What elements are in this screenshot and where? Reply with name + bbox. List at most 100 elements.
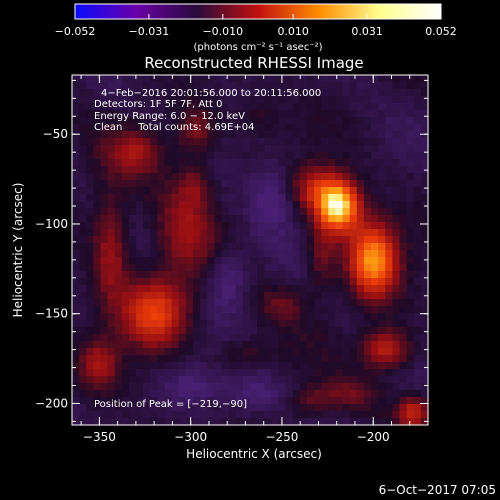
- heatmap-cell: [72, 299, 80, 307]
- heatmap-cell: [221, 285, 230, 293]
- heatmap-cell: [271, 229, 280, 237]
- heatmap-cell: [150, 103, 159, 111]
- heatmap-cell: [363, 397, 372, 405]
- heatmap-cell: [143, 348, 151, 356]
- heatmap-cell: [328, 348, 337, 356]
- heatmap-cell: [371, 383, 379, 391]
- heatmap-cell: [157, 187, 166, 195]
- heatmap-cell: [107, 201, 116, 209]
- heatmap-cell: [371, 215, 379, 223]
- heatmap-cell: [342, 180, 351, 188]
- heatmap-cell: [157, 341, 166, 349]
- heatmap-cell: [264, 264, 272, 272]
- colorbar-unit-label: (photons cm⁻² s⁻¹ asec⁻²): [193, 42, 322, 53]
- heatmap-cell: [399, 369, 408, 377]
- colorbar-ticks: −0.052 −0.031 −0.010 0.010 0.031 0.052: [55, 14, 457, 38]
- heatmap-cell: [406, 271, 415, 279]
- heatmap-cell: [143, 320, 151, 328]
- heatmap-cell: [221, 257, 230, 265]
- heatmap-cell: [264, 152, 272, 160]
- heatmap-cell: [264, 292, 272, 300]
- heatmap-cell: [285, 208, 294, 216]
- heatmap-cell: [214, 313, 223, 321]
- heatmap-cell: [378, 243, 386, 251]
- heatmap-cell: [185, 376, 194, 384]
- heatmap-cell: [121, 208, 130, 216]
- heatmap-cell: [292, 117, 301, 125]
- heatmap-cell: [264, 75, 272, 83]
- heatmap-cell: [257, 124, 265, 132]
- heatmap-cell: [299, 285, 308, 293]
- heatmap-cell: [363, 376, 372, 384]
- heatmap-cell: [399, 131, 408, 139]
- heatmap-cell: [128, 362, 137, 370]
- heatmap-cell: [193, 299, 201, 307]
- heatmap-cell: [306, 117, 315, 125]
- heatmap-cell: [385, 89, 393, 97]
- heatmap-cell: [285, 229, 294, 237]
- heatmap-cell: [207, 159, 215, 167]
- heatmap-cell: [200, 418, 208, 426]
- heatmap-cell: [150, 299, 159, 307]
- heatmap-cell: [406, 292, 415, 300]
- heatmap-cell: [342, 257, 351, 265]
- heatmap-cell: [214, 376, 223, 384]
- heatmap-cell: [228, 264, 237, 272]
- heatmap-cell: [278, 243, 287, 251]
- heatmap-cell: [292, 124, 301, 132]
- heatmap-cell: [93, 173, 102, 181]
- heatmap-cell: [363, 292, 372, 300]
- heatmap-cell: [292, 355, 301, 363]
- heatmap-cell: [86, 383, 94, 391]
- heatmap-cell: [257, 418, 265, 426]
- heatmap-cell: [342, 152, 351, 160]
- y-tick-label: −50: [43, 127, 68, 141]
- heatmap-cell: [79, 411, 87, 419]
- heatmap-cell: [356, 117, 365, 125]
- heatmap-cell: [235, 383, 244, 391]
- heatmap-cell: [399, 327, 408, 335]
- heatmap-cell: [342, 229, 351, 237]
- heatmap-cell: [285, 292, 294, 300]
- heatmap-cell: [342, 124, 351, 132]
- heatmap-cell: [128, 285, 137, 293]
- heatmap-cell: [200, 404, 208, 412]
- heatmap-cell: [200, 362, 208, 370]
- heatmap-cell: [136, 138, 144, 146]
- heatmap-cell: [143, 376, 151, 384]
- chart-title: Reconstructed RHESSI Image: [144, 54, 363, 72]
- heatmap-cell: [385, 75, 393, 83]
- heatmap-cell: [406, 131, 415, 139]
- heatmap-cell: [107, 82, 116, 90]
- heatmap-cell: [385, 201, 393, 209]
- heatmap-cell: [321, 96, 329, 104]
- heatmap-cell: [72, 257, 80, 265]
- heatmap-cell: [107, 117, 116, 125]
- heatmap-cell: [164, 180, 173, 188]
- heatmap-cell: [378, 82, 386, 90]
- heatmap-cell: [157, 397, 166, 405]
- heatmap-cell: [399, 187, 408, 195]
- heatmap-cell: [342, 348, 351, 356]
- heatmap-cell: [321, 194, 329, 202]
- heatmap-cell: [285, 341, 294, 349]
- heatmap-cell: [121, 124, 130, 132]
- heatmap-cell: [250, 152, 258, 160]
- heatmap-cell: [371, 369, 379, 377]
- heatmap-cell: [328, 180, 337, 188]
- heatmap-cell: [392, 103, 401, 111]
- heatmap-cell: [235, 404, 244, 412]
- heatmap-cell: [228, 369, 237, 377]
- heatmap-cell: [107, 341, 116, 349]
- heatmap-cell: [221, 369, 230, 377]
- heatmap-cell: [128, 404, 137, 412]
- heatmap-cell: [264, 250, 272, 258]
- heatmap-cell: [193, 418, 201, 426]
- heatmap-cell: [72, 222, 80, 230]
- heatmap-cell: [335, 166, 344, 174]
- heatmap-cell: [136, 222, 144, 230]
- heatmap-cell: [363, 341, 372, 349]
- heatmap-cell: [250, 75, 258, 83]
- heatmap-cell: [285, 383, 294, 391]
- heatmap-cell: [385, 215, 393, 223]
